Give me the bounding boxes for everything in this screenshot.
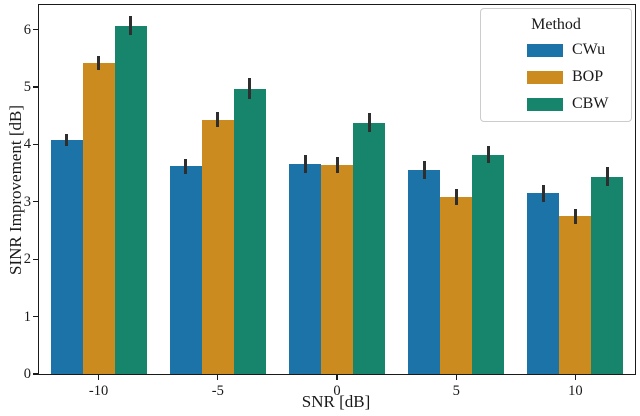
y-axis-label: SINR Improvement [dB] xyxy=(6,105,25,275)
y-tick-mark xyxy=(33,29,38,31)
error-bar xyxy=(216,112,220,128)
bar-bop-0 xyxy=(321,165,353,374)
bar-bop--5 xyxy=(201,119,234,374)
error-bar xyxy=(605,167,609,186)
legend-item-bop: BOP xyxy=(527,68,631,86)
x-axis-label: SNR [dB] xyxy=(301,392,371,411)
x-tick-label: 5 xyxy=(452,383,460,399)
error-bar xyxy=(454,188,458,205)
error-bar xyxy=(303,155,307,173)
y-tick-label: 6 xyxy=(23,21,31,38)
error-bar xyxy=(573,208,577,224)
bar-bop--10 xyxy=(82,62,115,374)
legend-swatch-bop xyxy=(527,70,563,84)
bar-cbw--5 xyxy=(233,88,266,374)
y-tick-mark xyxy=(33,373,38,375)
y-tick-label: 2 xyxy=(23,251,31,268)
bar-cbw-0 xyxy=(353,122,385,374)
y-tick-label: 1 xyxy=(23,308,31,325)
x-tick-label: -5 xyxy=(211,383,224,399)
x-tick-label: -10 xyxy=(88,383,109,399)
error-bar xyxy=(367,112,371,133)
bar-cwu-10 xyxy=(527,193,560,374)
legend: Method CWu BOP CBW xyxy=(480,8,632,122)
error-bar xyxy=(248,78,252,100)
error-bar xyxy=(335,157,339,174)
y-tick-mark xyxy=(33,316,38,318)
y-tick-label: 4 xyxy=(23,136,31,153)
bar-cbw-10 xyxy=(591,176,624,374)
error-bar xyxy=(486,146,490,164)
legend-label-cwu: CWu xyxy=(572,41,606,58)
error-bar xyxy=(541,184,545,202)
x-tick-label: 10 xyxy=(568,383,583,399)
x-tick-mark xyxy=(98,375,100,380)
bar-bop-10 xyxy=(559,216,592,374)
y-tick-mark xyxy=(33,86,38,88)
legend-swatch-cbw xyxy=(527,97,563,111)
y-tick-label: 3 xyxy=(23,193,31,210)
bar-cbw--10 xyxy=(114,25,147,374)
x-tick-mark xyxy=(336,375,338,380)
x-tick-mark xyxy=(574,375,576,380)
error-bar xyxy=(129,15,133,36)
legend-label-cbw: CBW xyxy=(572,95,609,112)
error-bar xyxy=(65,134,69,146)
error-bar xyxy=(184,158,188,174)
bar-cwu-5 xyxy=(408,169,441,374)
legend-item-cbw: CBW xyxy=(527,95,631,113)
legend-item-cwu: CWu xyxy=(527,41,631,59)
y-tick-mark xyxy=(33,201,38,203)
bar-bop-5 xyxy=(440,196,473,374)
bar-cwu--10 xyxy=(50,139,83,374)
x-tick-label: 0 xyxy=(333,383,341,399)
bar-cwu-0 xyxy=(289,163,321,374)
x-tick-mark xyxy=(217,375,219,380)
legend-title: Method xyxy=(531,16,581,33)
error-bar xyxy=(422,160,426,179)
legend-swatch-cwu xyxy=(527,43,563,57)
bar-cwu--5 xyxy=(169,166,202,374)
legend-label-bop: BOP xyxy=(572,68,604,85)
error-bar xyxy=(97,55,101,71)
y-tick-mark xyxy=(33,258,38,260)
y-tick-label: 0 xyxy=(23,366,31,382)
bar-cbw-5 xyxy=(472,154,505,374)
y-tick-mark xyxy=(33,143,38,146)
x-tick-mark xyxy=(455,375,457,380)
y-tick-label: 5 xyxy=(23,79,31,96)
